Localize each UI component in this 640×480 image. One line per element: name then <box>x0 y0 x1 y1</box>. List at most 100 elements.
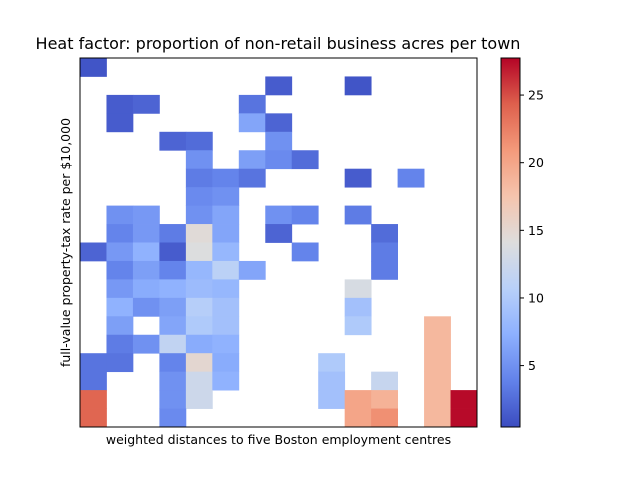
heatmap-cell <box>185 353 213 373</box>
heatmap-cell <box>106 279 134 299</box>
heatmap-cell <box>185 371 213 391</box>
heatmap-cell <box>80 371 107 391</box>
heatmap-cell <box>291 242 319 262</box>
heatmap-cell <box>185 168 213 188</box>
heatmap-cell <box>185 279 213 299</box>
heatmap-cell <box>265 224 293 243</box>
colorbar-frame <box>500 57 521 428</box>
heatmap-cell <box>344 408 372 428</box>
heatmap-cell <box>132 242 160 262</box>
plot-frame <box>79 57 478 428</box>
heatmap-cell <box>424 390 451 409</box>
heatmap-cell <box>80 58 107 77</box>
heatmap-cell <box>212 242 240 262</box>
heatmap-cell <box>132 334 160 354</box>
heatmap-cell <box>159 131 187 151</box>
heatmap-cell <box>106 334 134 354</box>
heatmap-cell <box>238 260 266 280</box>
heatmap-cell <box>344 297 372 317</box>
heatmap-cell <box>80 353 107 373</box>
heatmap-cell <box>106 316 134 336</box>
colorbar-tick-label: 5 <box>528 358 536 373</box>
heatmap-cell <box>185 242 213 262</box>
heatmap-cell <box>371 390 398 409</box>
heatmap-cell <box>159 371 187 391</box>
heatmap-cell <box>238 113 266 133</box>
heatmap-cell <box>80 390 107 409</box>
heatmap-cell <box>424 334 451 354</box>
heatmap-cell <box>185 224 213 243</box>
heatmap-cell <box>132 279 160 299</box>
chart-title: Heat factor: proportion of non-retail bu… <box>36 34 521 53</box>
heatmap-cell <box>159 297 187 317</box>
heatmap-cell <box>371 408 398 428</box>
heatmap-cell <box>185 187 213 206</box>
heatmap-cell <box>159 353 187 373</box>
heatmap-cell <box>212 260 240 280</box>
heatmap-cell <box>185 260 213 280</box>
heatmap-cell <box>450 390 478 409</box>
heatmap-cell <box>132 94 160 114</box>
heatmap-cells <box>80 58 478 428</box>
heatmap-cell <box>185 297 213 317</box>
colorbar-tick-label: 10 <box>528 290 544 305</box>
heatmap-cell <box>159 224 187 243</box>
heatmap-cell <box>212 297 240 317</box>
heatmap-cell <box>212 279 240 299</box>
heatmap-cell <box>424 316 451 336</box>
heatmap-cell <box>80 242 107 262</box>
heatmap-cell <box>185 131 213 151</box>
heatmap-cell <box>159 260 187 280</box>
x-axis-label: weighted distances to five Boston employ… <box>106 432 451 447</box>
heatmap-cell <box>344 279 372 299</box>
heatmap-cell <box>132 260 160 280</box>
colorbar-tick-label: 20 <box>528 155 544 170</box>
heatmap-cell <box>371 224 398 243</box>
heatmap-cell <box>185 334 213 354</box>
heatmap-cell <box>265 131 293 151</box>
heatmap-cell <box>80 408 107 428</box>
heatmap-cell <box>106 224 134 243</box>
heatmap-cell <box>424 353 451 373</box>
heatmap-cell <box>212 224 240 243</box>
heatmap-cell <box>265 205 293 225</box>
heatmap-cell <box>265 150 293 170</box>
heatmap-cell <box>344 390 372 409</box>
heatmap-cell <box>159 242 187 262</box>
heatmap-cell <box>159 390 187 409</box>
heatmap-cell <box>344 76 372 96</box>
heatmap-cell <box>185 316 213 336</box>
heatmap-cell <box>212 205 240 225</box>
heatmap-cell <box>106 113 134 133</box>
heatmap-cell <box>371 371 398 391</box>
heatmap-cell <box>291 150 319 170</box>
heatmap-cell <box>106 353 134 373</box>
colorbar-tick-label: 25 <box>528 88 544 103</box>
heatmap-cell <box>159 334 187 354</box>
heatmap-cell <box>212 168 240 188</box>
heatmap-cell <box>265 76 293 96</box>
heatmap-cell <box>212 334 240 354</box>
heatmap-cell <box>132 205 160 225</box>
heatmap-cell <box>159 408 187 428</box>
heatmap-cell <box>106 94 134 114</box>
heatmap-cell <box>424 371 451 391</box>
heatmap-cell <box>185 390 213 409</box>
heatmap-cell <box>318 371 346 391</box>
heatmap-cell <box>291 205 319 225</box>
heatmap-cell <box>424 408 451 428</box>
heatmap-cell <box>371 242 398 262</box>
heatmap-cell <box>344 205 372 225</box>
heatmap-cell <box>450 408 478 428</box>
heatmap-cell <box>106 297 134 317</box>
heatmap-cell <box>265 113 293 133</box>
heatmap-cell <box>238 168 266 188</box>
heatmap-cell <box>238 94 266 114</box>
heatmap-cell <box>318 353 346 373</box>
heatmap-cell <box>159 316 187 336</box>
heatmap-cell <box>132 224 160 243</box>
heatmap-cell <box>397 168 425 188</box>
heatmap-cell <box>106 260 134 280</box>
